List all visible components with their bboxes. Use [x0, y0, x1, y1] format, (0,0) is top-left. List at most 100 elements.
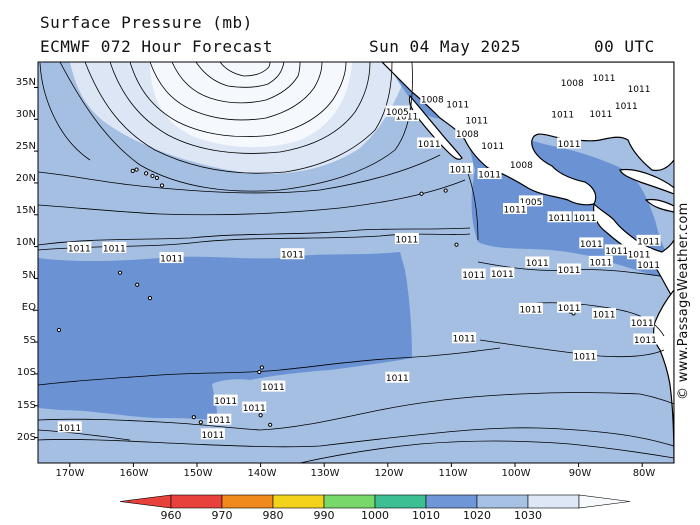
band-high-core [150, 62, 352, 148]
isobar-label-bg [627, 82, 652, 94]
isobar-label-text: 1011 [243, 404, 266, 414]
isobar-label: 1011 [604, 244, 629, 257]
isobar-label: 1011 [627, 248, 652, 261]
isobar-label-bg [560, 76, 585, 88]
isobar-label: 1011 [461, 268, 486, 281]
isobar-label: 1011 [579, 237, 604, 250]
isobar-label-text: 1011 [160, 255, 183, 265]
isobar-label-text: 1011 [418, 140, 441, 150]
isobar-label: 1008 [420, 92, 445, 105]
island-marker [198, 420, 203, 425]
isobar-label: 1011 [588, 255, 613, 268]
isobar-label-bg [385, 105, 410, 117]
isobar-label-bg [525, 256, 550, 268]
isobar-label-text: 1011 [201, 431, 224, 441]
lat-label-10s: 10S [16, 367, 36, 378]
isobar-label: 1011 [417, 137, 442, 150]
island-marker [268, 422, 273, 427]
isobar-label-text: 1011 [574, 214, 597, 224]
isobar-label-text: 1011 [262, 383, 285, 393]
isobar-label-text: 1011 [526, 259, 549, 269]
isobar-label-text: 1008 [561, 79, 584, 89]
colorbar-low-arrow [119, 494, 172, 509]
isobar-label-text: 1011 [605, 247, 628, 257]
lat-label-20s: 20S [16, 432, 36, 443]
isobar-label-bg [213, 394, 238, 406]
lon-label-150w: 150W [183, 468, 213, 479]
isobar-label-bg [557, 301, 582, 313]
isobar-label: 1011 [627, 82, 652, 95]
land-hispaniola [644, 198, 674, 213]
island-marker [159, 183, 165, 188]
lon-label-110w: 110W [438, 468, 468, 479]
isobar-label-text: 1011 [504, 206, 527, 216]
isobar-label: 1011 [588, 107, 613, 120]
isobar-label-bg [445, 98, 470, 110]
isobar-label-text: 1005 [519, 198, 542, 208]
isobar-label: 1011 [452, 332, 477, 345]
isobar-label: 1011 [385, 371, 410, 384]
isobar-label-bg [455, 127, 480, 139]
isobar-label-bg [448, 162, 473, 174]
isobar-label: 1011 [503, 203, 527, 216]
isobar-label-bg [588, 107, 613, 119]
lon-label-160w: 160W [119, 468, 149, 479]
isobar-label-text: 1011 [580, 240, 603, 250]
colorbar-segment [374, 494, 427, 509]
isobar-label-bg [102, 241, 127, 253]
islands-layer [56, 167, 576, 427]
lat-label-5s: 5S [23, 335, 36, 346]
isobar-label-bg [417, 137, 442, 149]
isobar-label-bg [57, 421, 82, 433]
isobar-label-text: 1011 [58, 424, 81, 434]
isobar-label-text: 1011 [395, 235, 418, 245]
island-marker [56, 327, 62, 333]
lat-label-20n: 20N [15, 173, 36, 184]
isobar-label-text: 1011 [551, 111, 574, 121]
island-marker [454, 242, 459, 247]
island-marker [419, 191, 424, 196]
island-marker [259, 365, 264, 370]
isobar-label-text: 1011 [593, 74, 616, 84]
isobar-label-text: 1011 [449, 165, 472, 175]
isobar-label-text: 1011 [462, 271, 485, 281]
isobar-label: 1011 [636, 258, 661, 271]
plot-frame [37, 61, 675, 464]
isobar-label-bg [67, 241, 92, 253]
colorbar-segment [221, 494, 274, 509]
island-marker [150, 173, 155, 179]
forecast-time: 00 UTC [594, 37, 655, 56]
forecast-date: Sun 04 May 2025 [369, 37, 521, 56]
isobar-label-text: 1011 [491, 270, 514, 280]
chart-title: Surface Pressure (mb) [40, 13, 253, 32]
lat-label-15n: 15N [15, 205, 36, 216]
isobar-label-text: 1011 [446, 101, 469, 111]
isobar-label-text: 1011 [637, 261, 660, 271]
isobar-label-text: 1011 [103, 244, 126, 254]
island-marker [154, 175, 160, 180]
colorbar-label-1030: 1030 [514, 509, 542, 522]
isobar-label: 1011 [207, 413, 232, 426]
isobar-label-text: 1011 [615, 102, 638, 112]
island-marker [147, 296, 153, 301]
isobar-label: 1005 [518, 195, 543, 208]
isobar-label-bg [420, 92, 445, 104]
isobar-label-bg [385, 371, 410, 383]
isobar-label-text: 1011 [395, 113, 418, 123]
credit-text: © www.PassageWeather.com [676, 202, 691, 400]
island-marker [130, 168, 135, 173]
isobar-label-bg [636, 234, 661, 246]
colorbar-label-1010: 1010 [412, 509, 440, 522]
isobar-label-text: 1011 [558, 140, 581, 150]
land-south-america [653, 289, 674, 463]
isobar-label: 1011 [394, 232, 419, 245]
lon-label-120w: 120W [374, 468, 404, 479]
isobar-label: 1008 [560, 76, 585, 89]
isobar-label-text: 1011 [558, 304, 581, 314]
island-marker [117, 270, 123, 275]
isobar-label-text: 1011 [281, 251, 304, 261]
lat-label-5n: 5N [22, 270, 36, 281]
island-marker [257, 369, 262, 375]
isobar-label: 1011 [557, 263, 582, 276]
